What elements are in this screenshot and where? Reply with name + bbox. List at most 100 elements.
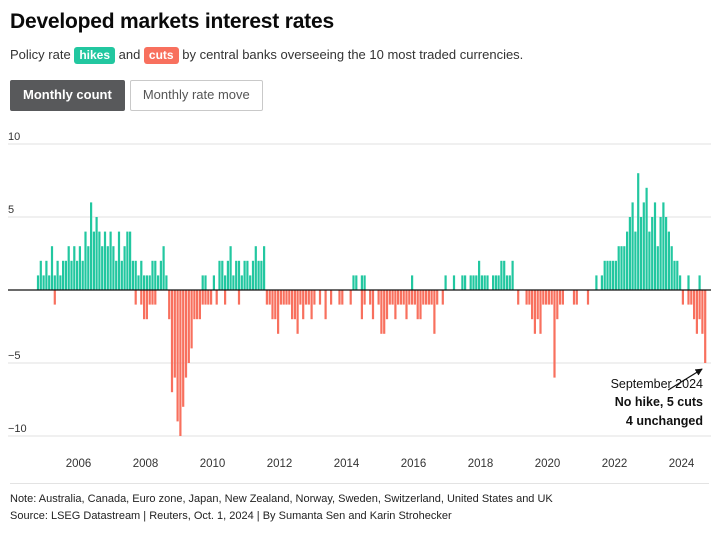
hike-bar[interactable] — [90, 202, 93, 290]
hike-bar[interactable] — [95, 216, 98, 290]
cut-bar[interactable] — [559, 289, 562, 305]
cut-bar[interactable] — [288, 289, 291, 305]
cut-bar[interactable] — [430, 289, 433, 305]
hike-bar[interactable] — [503, 260, 506, 290]
cut-bar[interactable] — [525, 289, 528, 305]
cut-bar[interactable] — [402, 289, 405, 305]
hike-bar[interactable] — [670, 245, 673, 290]
cut-bar[interactable] — [413, 289, 416, 305]
hike-bar[interactable] — [673, 260, 676, 290]
cut-bar[interactable] — [441, 289, 444, 305]
cut-bar[interactable] — [695, 289, 698, 334]
cut-bar[interactable] — [528, 289, 531, 305]
hike-bar[interactable] — [212, 275, 215, 290]
hike-bar[interactable] — [229, 245, 232, 290]
hike-bar[interactable] — [360, 275, 363, 290]
hike-bar[interactable] — [50, 245, 54, 290]
cut-bar[interactable] — [182, 289, 185, 407]
hike-bar[interactable] — [62, 260, 65, 290]
hike-bar[interactable] — [243, 260, 246, 290]
hike-bar[interactable] — [659, 216, 662, 290]
cut-bar[interactable] — [310, 289, 313, 319]
hike-bar[interactable] — [59, 275, 62, 290]
cut-bar[interactable] — [143, 289, 146, 319]
hike-bar[interactable] — [53, 275, 56, 290]
hike-bar[interactable] — [120, 260, 123, 290]
hike-bar[interactable] — [201, 275, 204, 290]
hike-bar[interactable] — [92, 231, 95, 290]
cut-bar[interactable] — [268, 289, 271, 305]
cut-bar[interactable] — [693, 289, 696, 319]
cut-bar[interactable] — [338, 289, 341, 305]
cut-bar[interactable] — [291, 289, 294, 319]
cut-bar[interactable] — [187, 289, 190, 363]
hike-bar[interactable] — [140, 260, 143, 290]
cut-bar[interactable] — [349, 289, 352, 305]
hike-bar[interactable] — [154, 260, 157, 290]
hike-bar[interactable] — [254, 245, 257, 290]
hike-bar[interactable] — [117, 231, 121, 290]
cut-bar[interactable] — [391, 289, 394, 305]
cut-bar[interactable] — [151, 289, 154, 305]
hike-bar[interactable] — [617, 245, 620, 290]
hike-bar[interactable] — [39, 260, 42, 290]
cut-bar[interactable] — [572, 289, 576, 305]
cut-bar[interactable] — [193, 289, 196, 319]
cut-bar[interactable] — [701, 289, 704, 334]
hike-bar[interactable] — [606, 260, 609, 290]
hike-bar[interactable] — [73, 245, 76, 290]
cut-bar[interactable] — [433, 289, 436, 334]
hike-bar[interactable] — [600, 275, 603, 290]
cut-bar[interactable] — [687, 289, 690, 305]
hike-bar[interactable] — [612, 260, 615, 290]
cut-bar[interactable] — [681, 289, 684, 305]
hike-bar[interactable] — [464, 275, 467, 290]
cut-bar[interactable] — [419, 289, 422, 319]
cut-bar[interactable] — [422, 289, 425, 305]
hike-bar[interactable] — [411, 275, 414, 290]
cut-bar[interactable] — [397, 289, 400, 305]
hike-bar[interactable] — [257, 260, 260, 290]
hike-bar[interactable] — [78, 245, 81, 290]
hike-bar[interactable] — [603, 260, 606, 290]
cut-bar[interactable] — [173, 289, 176, 378]
hike-bar[interactable] — [352, 275, 355, 290]
hike-bar[interactable] — [106, 245, 109, 290]
hike-bar[interactable] — [204, 275, 207, 290]
cut-bar[interactable] — [371, 289, 375, 319]
hike-bar[interactable] — [508, 275, 511, 290]
hike-bar[interactable] — [480, 275, 483, 290]
cut-bar[interactable] — [224, 289, 227, 305]
hike-bar[interactable] — [628, 216, 631, 290]
cut-bar[interactable] — [198, 289, 201, 319]
hike-bar[interactable] — [232, 275, 235, 290]
hike-bar[interactable] — [115, 260, 118, 290]
cut-bar[interactable] — [296, 289, 299, 334]
hike-bar[interactable] — [45, 260, 48, 290]
hike-bar[interactable] — [639, 216, 643, 290]
cut-bar[interactable] — [282, 289, 285, 305]
hike-bar[interactable] — [36, 275, 40, 290]
cut-bar[interactable] — [383, 289, 386, 334]
cut-bar[interactable] — [207, 289, 210, 305]
cut-bar[interactable] — [313, 289, 316, 305]
hike-bar[interactable] — [123, 245, 126, 290]
hike-bar[interactable] — [260, 260, 263, 290]
cut-bar[interactable] — [531, 289, 534, 319]
cut-bar[interactable] — [176, 289, 179, 422]
hike-bar[interactable] — [651, 216, 654, 290]
hike-bar[interactable] — [676, 260, 679, 290]
hike-bar[interactable] — [109, 231, 112, 290]
hike-bar[interactable] — [469, 275, 472, 290]
hike-bar[interactable] — [653, 202, 657, 290]
hike-bar[interactable] — [87, 245, 90, 290]
hike-bar[interactable] — [626, 231, 629, 290]
monthly-count-toggle[interactable]: Monthly count — [10, 80, 125, 111]
hike-bar[interactable] — [656, 245, 659, 290]
hike-bar[interactable] — [235, 260, 238, 290]
hike-bar[interactable] — [505, 275, 509, 290]
hike-bar[interactable] — [263, 245, 266, 290]
hike-bar[interactable] — [101, 245, 104, 290]
cut-bar[interactable] — [277, 289, 280, 334]
hike-bar[interactable] — [48, 275, 51, 290]
